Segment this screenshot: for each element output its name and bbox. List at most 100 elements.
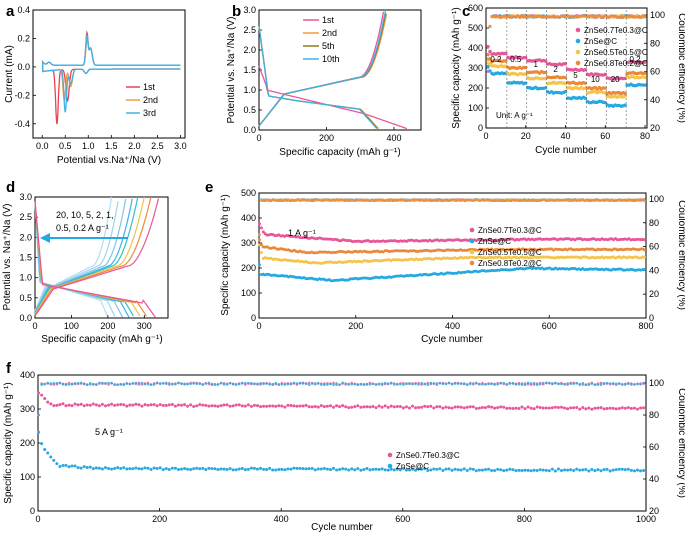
ce-point — [362, 199, 366, 202]
capacity-point — [486, 44, 490, 49]
ce-point — [619, 14, 623, 18]
panel-e: e 0 200 400 600 8000100200300400500020406080… — [205, 179, 685, 345]
capacity-point — [362, 468, 366, 472]
ce-point — [354, 199, 358, 202]
capacity-point — [143, 403, 147, 407]
capacity-point — [40, 393, 44, 397]
capacity-point — [487, 467, 491, 471]
discharge-cycle — [258, 25, 377, 129]
legend-marker — [575, 49, 581, 55]
capacity-point — [94, 466, 98, 470]
x-tick-label: 80 — [640, 131, 650, 141]
x-tick-label: 0 — [483, 131, 488, 141]
capacity-point — [268, 466, 272, 470]
capacity-point — [643, 268, 647, 272]
capacity-point — [417, 467, 421, 471]
capacity-point — [447, 406, 451, 410]
ce-point — [596, 198, 600, 201]
ce-point — [414, 382, 417, 386]
ce-point — [494, 199, 497, 202]
ce-point — [171, 382, 174, 386]
capacity-point — [517, 406, 521, 410]
capacity-point — [599, 406, 603, 410]
capacity-point — [569, 406, 573, 410]
ce-point — [432, 199, 435, 202]
ce-point — [382, 199, 385, 202]
capacity-point — [316, 405, 320, 409]
capacity-point — [313, 404, 317, 408]
ce-point — [320, 199, 323, 202]
ce-point — [522, 13, 526, 17]
capacity-point — [64, 463, 68, 467]
capacity-point — [167, 403, 171, 407]
capacity-point — [575, 405, 579, 409]
capacity-point — [514, 469, 518, 473]
capacity-point — [520, 469, 524, 473]
x-tick-label: 200 — [152, 514, 167, 524]
ce-point — [247, 381, 250, 385]
legend-label-1st: 1st — [143, 82, 156, 92]
capacity-point — [207, 404, 211, 408]
capacity-point — [122, 466, 126, 470]
ce-point — [527, 198, 530, 202]
y-tick-label: 0.0 — [17, 62, 30, 72]
capacity-point — [404, 405, 408, 409]
capacity-point — [456, 468, 460, 472]
capacity-point — [353, 405, 357, 409]
y-tick-label: 0.0 — [19, 313, 32, 323]
rate-label: 5 — [573, 71, 578, 80]
capacity-point — [493, 468, 497, 472]
capacity-point — [164, 404, 168, 408]
capacity-point — [173, 466, 177, 470]
ce-point — [304, 199, 308, 202]
ce-point — [447, 381, 451, 385]
capacity-point — [338, 405, 342, 409]
capacity-point — [195, 404, 199, 408]
capacity-point — [544, 468, 548, 472]
capacity-point — [155, 404, 159, 408]
ce-point — [287, 199, 290, 202]
capacity-point — [201, 466, 205, 470]
ce-point — [478, 382, 481, 386]
ce-point — [561, 198, 565, 202]
ce-point — [195, 382, 198, 386]
panel-c-legend: ZnSe0.7Te0.3@C ZnSe@C ZnSe0.5Te0.5@C ZnSe0.… — [575, 26, 648, 68]
capacity-point — [313, 468, 317, 472]
ce-point — [329, 199, 333, 202]
capacity-point — [91, 402, 95, 406]
capacity-point — [411, 404, 415, 408]
x-tick-label: 200 — [348, 321, 363, 331]
capacity-point — [307, 405, 311, 409]
y-tick-label: 2.0 — [19, 232, 32, 242]
ce-point — [146, 382, 150, 386]
capacity-point — [642, 406, 646, 410]
ce-point — [43, 382, 46, 386]
capacity-point — [219, 404, 223, 408]
capacity-point — [401, 467, 405, 471]
y-tick-label: 500 — [468, 23, 483, 33]
capacity-point — [97, 466, 101, 470]
capacity-point — [550, 406, 554, 410]
capacity-point — [61, 463, 65, 467]
capacity-point — [158, 403, 162, 407]
ce-point — [207, 381, 211, 385]
capacity-point — [587, 406, 591, 410]
capacity-point — [447, 467, 451, 471]
ce-point — [569, 382, 572, 386]
ce-point — [578, 382, 582, 386]
ce-point — [625, 199, 629, 202]
capacity-point — [563, 406, 567, 410]
ce-point — [385, 198, 389, 202]
capacity-point — [559, 469, 563, 473]
x-tick-label: 3.0 — [174, 141, 187, 151]
capacity-point — [511, 468, 515, 472]
ce-point — [508, 382, 512, 385]
ce-point — [509, 199, 513, 203]
capacity-point — [225, 403, 229, 407]
capacity-point — [268, 404, 272, 408]
capacity-point — [64, 404, 68, 408]
capacity-point — [608, 406, 612, 410]
capacity-point — [569, 468, 573, 472]
ce-point — [219, 381, 223, 385]
capacity-point — [643, 255, 647, 259]
